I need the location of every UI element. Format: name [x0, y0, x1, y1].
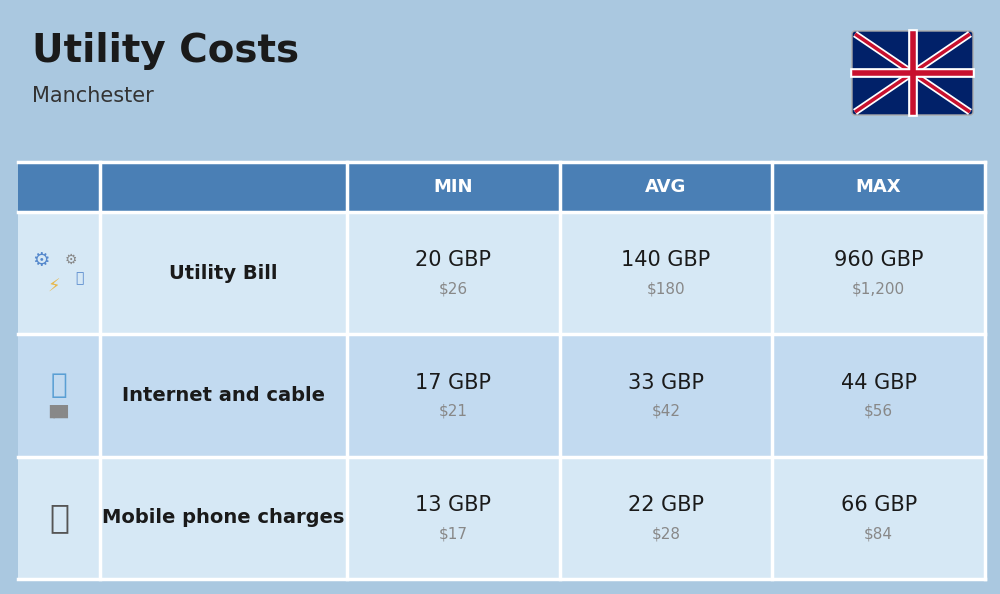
Text: $84: $84 — [864, 526, 893, 541]
Text: 📱: 📱 — [49, 501, 69, 535]
Text: $17: $17 — [439, 526, 468, 541]
Text: 66 GBP: 66 GBP — [841, 495, 917, 515]
FancyBboxPatch shape — [18, 212, 985, 334]
Text: MAX: MAX — [856, 178, 901, 196]
Text: 📷: 📷 — [75, 271, 83, 285]
Text: Internet and cable: Internet and cable — [122, 386, 325, 405]
Text: 📶: 📶 — [51, 371, 67, 400]
Text: $180: $180 — [647, 282, 685, 296]
Text: 20 GBP: 20 GBP — [415, 250, 491, 270]
Text: AVG: AVG — [645, 178, 687, 196]
Text: $21: $21 — [439, 404, 468, 419]
Text: $1,200: $1,200 — [852, 282, 905, 296]
Text: $28: $28 — [651, 526, 680, 541]
Text: 140 GBP: 140 GBP — [621, 250, 711, 270]
Text: 13 GBP: 13 GBP — [415, 495, 491, 515]
Text: ⚙: ⚙ — [65, 253, 77, 267]
Text: $56: $56 — [864, 404, 893, 419]
FancyBboxPatch shape — [18, 334, 985, 457]
Text: 960 GBP: 960 GBP — [834, 250, 923, 270]
Text: ⚙: ⚙ — [32, 251, 50, 270]
Text: Mobile phone charges: Mobile phone charges — [102, 508, 345, 527]
Text: 33 GBP: 33 GBP — [628, 372, 704, 393]
FancyBboxPatch shape — [18, 162, 985, 212]
Text: 17 GBP: 17 GBP — [415, 372, 491, 393]
Text: Utility Costs: Utility Costs — [32, 32, 299, 70]
Text: 44 GBP: 44 GBP — [841, 372, 917, 393]
Text: MIN: MIN — [433, 178, 473, 196]
Text: Utility Bill: Utility Bill — [169, 264, 278, 283]
Text: ⚡: ⚡ — [48, 278, 60, 296]
Text: $26: $26 — [439, 282, 468, 296]
Text: ▐█▌: ▐█▌ — [45, 405, 74, 418]
FancyBboxPatch shape — [852, 31, 973, 115]
Text: 22 GBP: 22 GBP — [628, 495, 704, 515]
Text: $42: $42 — [651, 404, 680, 419]
Text: Manchester: Manchester — [32, 86, 154, 106]
FancyBboxPatch shape — [18, 457, 985, 579]
